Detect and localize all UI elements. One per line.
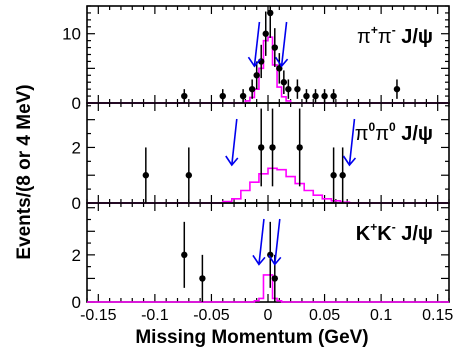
y-tick-label: 2 bbox=[72, 246, 81, 265]
y-tick-label: 10 bbox=[62, 25, 81, 44]
cut-arrow-head bbox=[342, 155, 357, 167]
cut-arrow-head bbox=[268, 254, 282, 266]
data-point bbox=[142, 172, 150, 179]
data-point bbox=[271, 275, 278, 282]
channel-particle-2: π bbox=[378, 26, 392, 48]
cut-arrow-shaft bbox=[231, 118, 238, 166]
y-axis-label: Events/(8 or 4 MeV) bbox=[14, 84, 35, 259]
cut-arrow-head bbox=[225, 155, 239, 167]
channel-charge-1: + bbox=[371, 23, 378, 37]
data-point bbox=[303, 92, 310, 100]
channel-charge-1: + bbox=[370, 220, 377, 234]
channel-particle-1: π bbox=[357, 26, 371, 48]
cut-arrow-head bbox=[247, 56, 262, 68]
cut-arrow bbox=[342, 118, 357, 167]
channel-charge-2: - bbox=[392, 220, 396, 234]
y-tick-label: 2 bbox=[72, 138, 81, 157]
cut-arrow bbox=[225, 118, 239, 167]
data-point bbox=[276, 65, 283, 72]
y-tick-label: 0 bbox=[72, 293, 81, 312]
channel-label: π0π0 J/ψ bbox=[355, 120, 433, 145]
channel-charge-1: 0 bbox=[369, 120, 376, 134]
channel-label: K+K- J/ψ bbox=[356, 220, 433, 245]
cut-arrow bbox=[274, 21, 289, 68]
y-tick-label: 0 bbox=[72, 194, 81, 213]
data-point bbox=[312, 92, 319, 100]
channel-jpsi: J/ψ bbox=[396, 123, 433, 145]
x-tick-label: -0.1 bbox=[141, 307, 169, 324]
cut-arrow bbox=[252, 218, 266, 266]
panel-frame bbox=[86, 202, 450, 303]
data-point bbox=[294, 85, 301, 93]
x-tick-label: 0.1 bbox=[370, 307, 392, 324]
cut-arrow bbox=[247, 21, 262, 68]
cut-arrow-shaft bbox=[253, 21, 261, 67]
channel-particle-2: π bbox=[375, 123, 389, 145]
channel-particle-2: K bbox=[377, 223, 392, 245]
cut-arrow-shaft bbox=[280, 21, 288, 67]
mc-histogram bbox=[87, 167, 449, 204]
data-point bbox=[339, 172, 346, 179]
data-point bbox=[262, 30, 269, 37]
data-point bbox=[267, 9, 274, 17]
cut-arrow-head bbox=[274, 56, 289, 68]
data-point bbox=[271, 44, 278, 51]
data-point bbox=[248, 85, 256, 93]
channel-jpsi: J/ψ bbox=[396, 26, 433, 48]
data-point bbox=[296, 144, 303, 151]
data-point bbox=[285, 85, 292, 93]
channel-charge-2: - bbox=[392, 23, 396, 37]
panel-1: 010 π+π- J/ψ bbox=[62, 5, 450, 113]
channel-particle-1: π bbox=[355, 123, 369, 145]
cut-arrow-head bbox=[252, 254, 266, 266]
data-point bbox=[258, 144, 265, 151]
cut-arrow bbox=[268, 218, 282, 266]
data-point bbox=[280, 79, 288, 86]
x-tick-label: 0.05 bbox=[309, 307, 340, 324]
data-point bbox=[330, 92, 337, 100]
data-point bbox=[181, 92, 188, 100]
cut-arrow-shaft bbox=[258, 218, 265, 265]
x-tick-label: 0 bbox=[264, 307, 273, 324]
cut-arrow-shaft bbox=[273, 218, 281, 265]
channel-label: π+π- J/ψ bbox=[357, 23, 433, 48]
data-point bbox=[239, 92, 247, 100]
mc-histogram bbox=[87, 274, 449, 303]
channel-charge-2: 0 bbox=[389, 120, 396, 134]
x-tick-label: -0.15 bbox=[80, 307, 117, 324]
panel-frame bbox=[86, 102, 450, 204]
data-point bbox=[199, 275, 206, 282]
x-tick-label: -0.05 bbox=[193, 307, 230, 324]
cut-arrow-shaft bbox=[348, 118, 356, 166]
channel-particle-1: K bbox=[356, 223, 371, 245]
data-point bbox=[321, 92, 328, 100]
data-point bbox=[181, 251, 188, 259]
panel-3: 02K+K- J/ψ bbox=[72, 202, 450, 312]
data-point bbox=[185, 172, 193, 179]
data-point bbox=[219, 92, 226, 100]
x-tick-label: 0.15 bbox=[422, 307, 453, 324]
channel-jpsi: J/ψ bbox=[396, 223, 433, 245]
mc-histogram bbox=[87, 36, 449, 104]
data-point bbox=[393, 85, 401, 93]
data-point bbox=[253, 72, 260, 79]
x-axis-label: Missing Momentum (GeV) bbox=[135, 327, 368, 348]
data-point bbox=[330, 172, 337, 179]
data-point bbox=[269, 144, 276, 151]
y-tick-label: 0 bbox=[72, 94, 81, 113]
